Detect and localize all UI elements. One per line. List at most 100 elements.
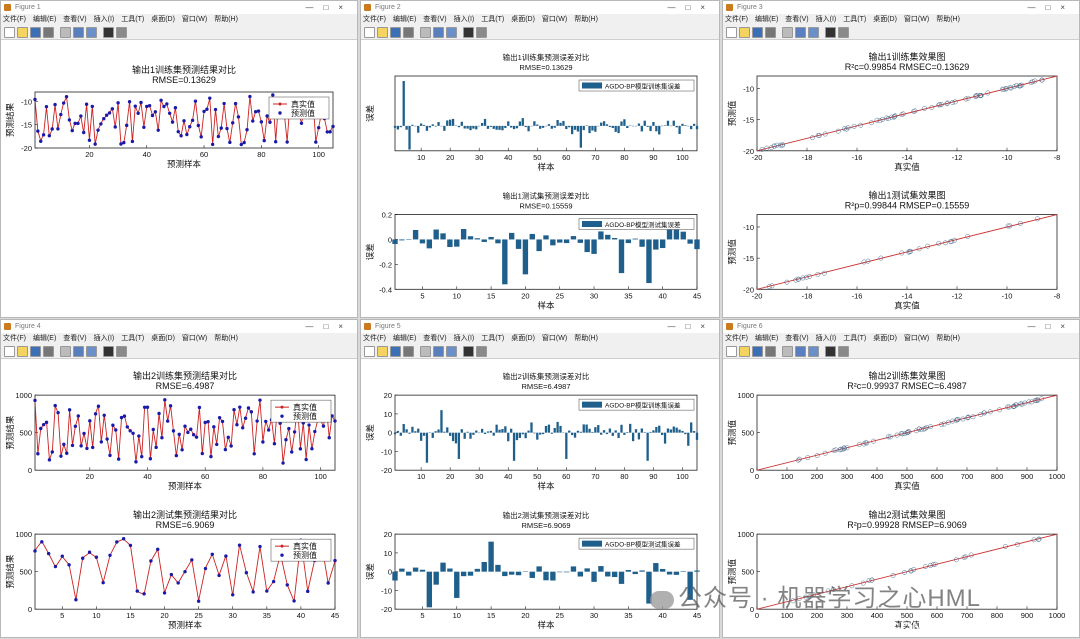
- dock-icon[interactable]: [86, 346, 97, 357]
- window-controls[interactable]: —□×: [667, 1, 715, 14]
- window-controls[interactable]: —□×: [305, 320, 353, 333]
- dock-icon[interactable]: [808, 27, 819, 38]
- property-icon[interactable]: [476, 27, 487, 38]
- menu-item[interactable]: 编辑(E): [755, 335, 778, 342]
- export-icon[interactable]: [420, 27, 431, 38]
- menu-item[interactable]: 工具(T): [481, 16, 504, 23]
- print-icon[interactable]: [43, 27, 54, 38]
- property-icon[interactable]: [838, 346, 849, 357]
- print-icon[interactable]: [43, 346, 54, 357]
- menu-item[interactable]: 插入(I): [816, 335, 837, 342]
- window-titlebar[interactable]: Figure 2—□×: [361, 1, 719, 14]
- menu-item[interactable]: 窗口(W): [904, 335, 929, 342]
- menu-item[interactable]: 桌面(D): [873, 16, 897, 23]
- new-figure-icon[interactable]: [4, 27, 15, 38]
- save-icon[interactable]: [390, 346, 401, 357]
- menu-item[interactable]: 桌面(D): [873, 335, 897, 342]
- save-icon[interactable]: [752, 346, 763, 357]
- export-icon[interactable]: [60, 27, 71, 38]
- print-icon[interactable]: [403, 346, 414, 357]
- menu-item[interactable]: 帮助(H): [574, 335, 598, 342]
- pointer-icon[interactable]: [825, 27, 836, 38]
- window-titlebar[interactable]: Figure 4—□×: [1, 320, 357, 333]
- property-icon[interactable]: [116, 346, 127, 357]
- menu-item[interactable]: 帮助(H): [214, 16, 238, 23]
- export-icon[interactable]: [60, 346, 71, 357]
- menu-item[interactable]: 帮助(H): [936, 335, 960, 342]
- menu-item[interactable]: 工具(T): [843, 16, 866, 23]
- open-icon[interactable]: [17, 27, 28, 38]
- menu-item[interactable]: 编辑(E): [755, 16, 778, 23]
- new-figure-icon[interactable]: [726, 27, 737, 38]
- open-icon[interactable]: [377, 27, 388, 38]
- link-icon[interactable]: [795, 27, 806, 38]
- window-controls[interactable]: —□×: [305, 1, 353, 14]
- menu-item[interactable]: 文件(F): [725, 16, 748, 23]
- open-icon[interactable]: [739, 27, 750, 38]
- print-icon[interactable]: [403, 27, 414, 38]
- menu-item[interactable]: 文件(F): [725, 335, 748, 342]
- menu-item[interactable]: 桌面(D): [511, 16, 535, 23]
- window-controls[interactable]: —□×: [1027, 1, 1075, 14]
- figure-window[interactable]: Figure 3—□× 文件(F) 编辑(E) 查看(V) 插入(I) 工具(T) 桌面(D…: [722, 0, 1080, 318]
- window-controls[interactable]: —□×: [1027, 320, 1075, 333]
- window-controls[interactable]: —□×: [667, 320, 715, 333]
- save-icon[interactable]: [752, 27, 763, 38]
- save-icon[interactable]: [390, 27, 401, 38]
- menu-item[interactable]: 工具(T): [121, 335, 144, 342]
- pointer-icon[interactable]: [463, 27, 474, 38]
- window-titlebar[interactable]: Figure 3—□×: [723, 1, 1079, 14]
- new-figure-icon[interactable]: [726, 346, 737, 357]
- menu-item[interactable]: 插入(I): [94, 16, 115, 23]
- menu-item[interactable]: 查看(V): [63, 335, 86, 342]
- window-titlebar[interactable]: Figure 5—□×: [361, 320, 719, 333]
- open-icon[interactable]: [377, 346, 388, 357]
- pointer-icon[interactable]: [825, 346, 836, 357]
- open-icon[interactable]: [739, 346, 750, 357]
- print-icon[interactable]: [765, 27, 776, 38]
- pointer-icon[interactable]: [103, 27, 114, 38]
- pointer-icon[interactable]: [463, 346, 474, 357]
- menu-item[interactable]: 帮助(H): [214, 335, 238, 342]
- menu-item[interactable]: 文件(F): [3, 16, 26, 23]
- print-icon[interactable]: [765, 346, 776, 357]
- menu-item[interactable]: 查看(V): [423, 335, 446, 342]
- figure-window[interactable]: Figure 1—□×文件(F)编辑(E)查看(V)插入(I)工具(T)桌面(D…: [0, 0, 358, 318]
- link-icon[interactable]: [73, 27, 84, 38]
- dock-icon[interactable]: [446, 346, 457, 357]
- window-titlebar[interactable]: Figure 6—□×: [723, 320, 1079, 333]
- property-icon[interactable]: [116, 27, 127, 38]
- menu-item[interactable]: 文件(F): [3, 335, 26, 342]
- menu-item[interactable]: 查看(V): [423, 16, 446, 23]
- menu-item[interactable]: 窗口(W): [542, 335, 567, 342]
- menu-item[interactable]: 工具(T): [481, 335, 504, 342]
- menu-item[interactable]: 工具(T): [121, 16, 144, 23]
- property-icon[interactable]: [476, 346, 487, 357]
- open-icon[interactable]: [17, 346, 28, 357]
- menu-item[interactable]: 窗口(W): [182, 16, 207, 23]
- new-figure-icon[interactable]: [364, 346, 375, 357]
- link-icon[interactable]: [433, 27, 444, 38]
- dock-icon[interactable]: [446, 27, 457, 38]
- export-icon[interactable]: [420, 346, 431, 357]
- menu-item[interactable]: 插入(I): [94, 335, 115, 342]
- menu-item[interactable]: 编辑(E): [33, 16, 56, 23]
- menu-item[interactable]: 编辑(E): [393, 335, 416, 342]
- menu-item[interactable]: 查看(V): [785, 16, 808, 23]
- save-icon[interactable]: [30, 27, 41, 38]
- dock-icon[interactable]: [808, 346, 819, 357]
- link-icon[interactable]: [433, 346, 444, 357]
- link-icon[interactable]: [73, 346, 84, 357]
- property-icon[interactable]: [838, 27, 849, 38]
- menu-item[interactable]: 窗口(W): [182, 335, 207, 342]
- menu-item[interactable]: 插入(I): [816, 16, 837, 23]
- menu-item[interactable]: 桌面(D): [151, 335, 175, 342]
- menu-item[interactable]: 桌面(D): [151, 16, 175, 23]
- menu-item[interactable]: 编辑(E): [33, 335, 56, 342]
- menu-item[interactable]: 工具(T): [843, 335, 866, 342]
- export-icon[interactable]: [782, 346, 793, 357]
- menu-item[interactable]: 文件(F): [363, 335, 386, 342]
- menu-item[interactable]: 文件(F): [363, 16, 386, 23]
- figure-window[interactable]: Figure 4—□× 文件(F) 编辑(E) 查看(V) 插入(I) 工具(T) 桌面(D…: [0, 319, 358, 638]
- menu-item[interactable]: 插入(I): [454, 335, 475, 342]
